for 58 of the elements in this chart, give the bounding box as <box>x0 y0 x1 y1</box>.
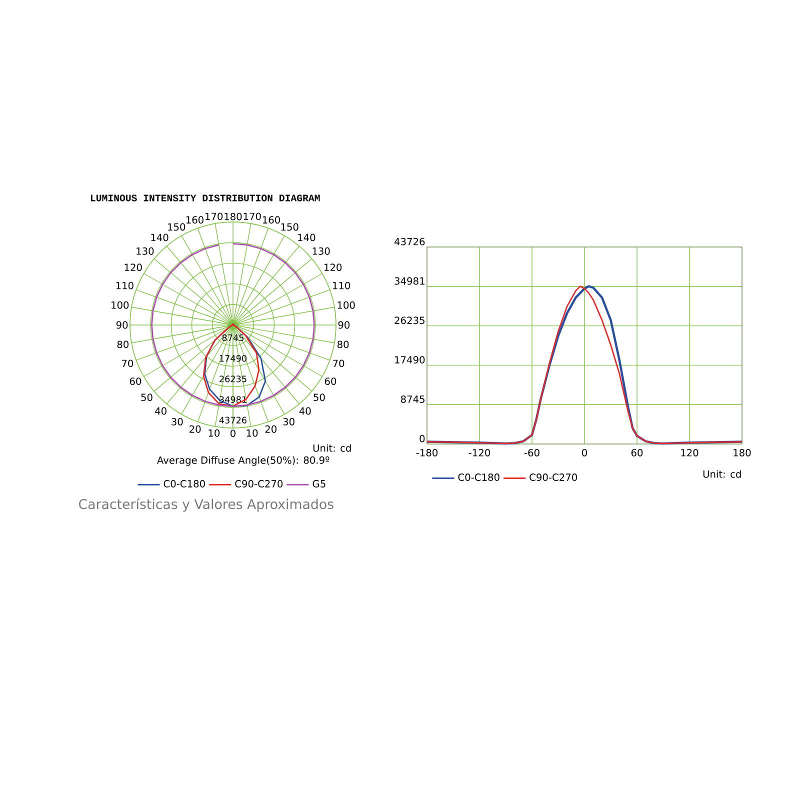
spoke-label: 20 <box>190 425 201 433</box>
spoke-label: 60 <box>130 378 142 386</box>
spoke-label: 40 <box>155 407 166 415</box>
x-tick-label: 60 <box>631 448 643 456</box>
spoke-label: 90 <box>116 321 128 329</box>
text: Average Diffuse Angle(50%): 80.9º <box>157 456 330 466</box>
spoke-label: 150 <box>281 223 298 231</box>
spoke-label: 80 <box>117 340 129 348</box>
spoke-label: 140 <box>298 234 316 242</box>
spoke-label: 180 <box>224 212 242 220</box>
spoke-label: 40 <box>299 407 311 415</box>
legend-label: C90-C270 <box>235 480 283 488</box>
y-tick-label: 0 <box>420 434 425 442</box>
legend-label: C90-C270 <box>530 474 578 481</box>
chart-title: LUMINOUS INTENSITY DISTRIBUTION DIAGRAM <box>90 194 320 202</box>
spoke-label: 60 <box>324 378 336 386</box>
spoke-label: 100 <box>112 301 129 309</box>
y-tick-label: 17490 <box>395 356 425 364</box>
y-tick-label: 43726 <box>394 238 425 246</box>
spoke-label: 120 <box>124 264 142 272</box>
x-tick-label: 0 <box>582 448 587 456</box>
spoke-label: 110 <box>333 282 350 290</box>
spoke-label: 160 <box>262 216 280 224</box>
text: Unit: cd <box>703 470 741 478</box>
x-tick-label: -180 <box>416 448 438 456</box>
spoke-label: 150 <box>168 223 186 231</box>
spoke-label: 10 <box>208 429 220 437</box>
spoke-label: 80 <box>337 340 349 348</box>
text: Características y Valores Aproximados <box>79 498 334 512</box>
spoke-label: 130 <box>136 247 154 255</box>
spoke-label: 140 <box>151 234 168 242</box>
spoke-label: 10 <box>246 429 258 437</box>
spoke-label: 30 <box>172 418 183 426</box>
legend-label: C0-C180 <box>458 474 500 481</box>
spoke-label: 100 <box>338 301 355 309</box>
spoke-label: 160 <box>186 216 204 224</box>
spoke-label: 70 <box>122 360 134 368</box>
legend-label: C0-C180 <box>164 480 205 488</box>
spoke-label: 50 <box>314 394 325 402</box>
x-tick-label: -120 <box>468 448 490 456</box>
y-tick-label: 26235 <box>394 316 424 324</box>
spoke-label: 70 <box>333 360 344 368</box>
spoke-label: 20 <box>265 425 276 433</box>
text: Unit: cd <box>313 444 351 452</box>
spoke-label: 130 <box>312 247 330 255</box>
x-tick-label: -60 <box>524 448 540 456</box>
spoke-label: 120 <box>324 264 342 272</box>
spoke-label: 90 <box>338 321 350 329</box>
spoke-label: 50 <box>141 394 152 402</box>
spoke-label: 170 <box>206 212 223 220</box>
y-tick-label: 8745 <box>400 395 424 403</box>
spoke-label: 170 <box>244 212 261 220</box>
x-tick-label: 120 <box>681 448 698 456</box>
legend-label: G5 <box>312 480 326 488</box>
y-tick-label: 34981 <box>394 277 424 285</box>
spoke-label: 30 <box>283 418 294 426</box>
x-tick-label: 180 <box>734 448 751 456</box>
spoke-label: 110 <box>116 282 134 290</box>
